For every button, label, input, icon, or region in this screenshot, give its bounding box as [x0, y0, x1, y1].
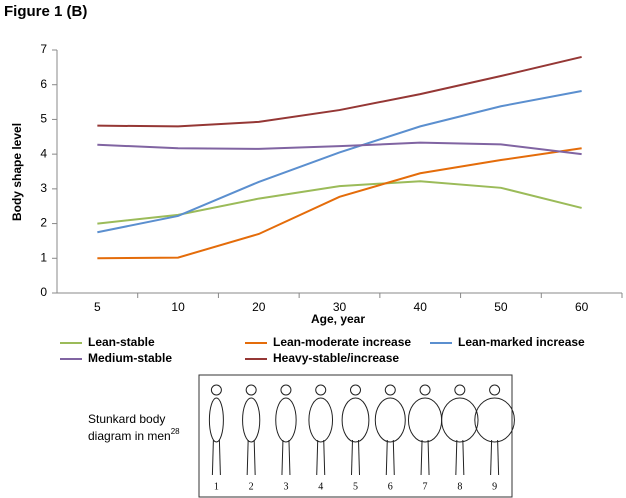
figure-torso	[242, 397, 261, 443]
figure-torso	[474, 397, 515, 443]
figure-torso	[275, 397, 297, 443]
figure-leg	[497, 439, 500, 476]
figure-head	[245, 384, 257, 396]
figure-leg	[288, 439, 291, 476]
y-tick-label: 2	[40, 216, 47, 230]
figure-torso	[441, 397, 479, 443]
figure-torso	[341, 397, 370, 443]
series-line	[97, 147, 582, 260]
figure-leg	[246, 439, 249, 476]
inset-frame	[198, 374, 513, 498]
y-tick-label: 7	[40, 42, 47, 56]
figure-label: 4	[318, 481, 323, 492]
legend-label: Lean-marked increase	[458, 335, 585, 349]
figure-head	[315, 384, 327, 396]
figure-head	[419, 384, 431, 396]
legend-label: Lean-moderate increase	[273, 335, 411, 349]
figure-label: 6	[388, 481, 393, 492]
x-tick-label: 10	[171, 300, 185, 314]
figure-leg	[462, 439, 465, 476]
figure-leg	[323, 439, 326, 476]
figure-head	[489, 384, 501, 396]
figure-leg	[281, 439, 284, 476]
figure-label: 2	[249, 481, 254, 492]
figure-head	[280, 384, 292, 396]
legend-label: Medium-stable	[88, 351, 172, 365]
y-tick-label: 4	[40, 146, 47, 160]
figure-head	[454, 384, 466, 396]
figure-head	[210, 384, 222, 396]
x-axis-label: Age, year	[311, 312, 365, 326]
x-tick-label: 30	[333, 300, 347, 314]
figure-torso	[208, 397, 224, 443]
figure-label: 7	[423, 481, 428, 492]
x-tick-label: 5	[94, 300, 101, 314]
legend-label: Heavy-stable/increase	[273, 351, 399, 365]
figure-label: 9	[492, 481, 497, 492]
y-axis-label: Body shape level	[10, 123, 24, 221]
figure-label: 1	[214, 481, 219, 492]
figure-label: 8	[457, 481, 462, 492]
y-tick-label: 3	[40, 181, 47, 195]
x-tick-label: 60	[575, 300, 589, 314]
figure-label: 3	[283, 481, 288, 492]
figure-label: 5	[353, 481, 358, 492]
x-tick-label: 40	[414, 300, 428, 314]
series-line	[97, 55, 582, 128]
figure-leg	[218, 439, 221, 476]
caption-ref: 28	[171, 427, 180, 436]
y-tick-label: 5	[40, 112, 47, 126]
figure-leg	[316, 439, 319, 476]
chart-title: Figure 1 (B)	[4, 3, 87, 20]
y-tick-label: 6	[40, 77, 47, 91]
figure-leg	[211, 439, 214, 476]
x-tick-label: 20	[252, 300, 266, 314]
figure-leg	[490, 439, 493, 476]
figure-head	[384, 384, 396, 396]
y-tick-label: 1	[40, 250, 47, 264]
figure-leg	[455, 439, 458, 476]
series-line	[97, 89, 582, 234]
figure-torso	[374, 397, 406, 443]
figure-head	[350, 384, 361, 396]
inset-caption: diagram in men28	[88, 427, 180, 443]
inset-caption: Stunkard body	[88, 412, 165, 426]
figure-leg	[253, 439, 256, 476]
figure-leg	[392, 439, 395, 476]
series-line	[97, 141, 582, 156]
figure-torso	[308, 397, 334, 443]
figure-leg	[427, 439, 430, 476]
figure-leg	[420, 439, 423, 476]
figure-leg	[385, 439, 388, 476]
caption-text: diagram in men	[88, 429, 171, 443]
x-tick-label: 50	[494, 300, 508, 314]
legend-label: Lean-stable	[88, 335, 155, 349]
figure-leg	[358, 439, 360, 476]
y-tick-label: 0	[40, 285, 47, 299]
figure-leg	[351, 439, 353, 476]
